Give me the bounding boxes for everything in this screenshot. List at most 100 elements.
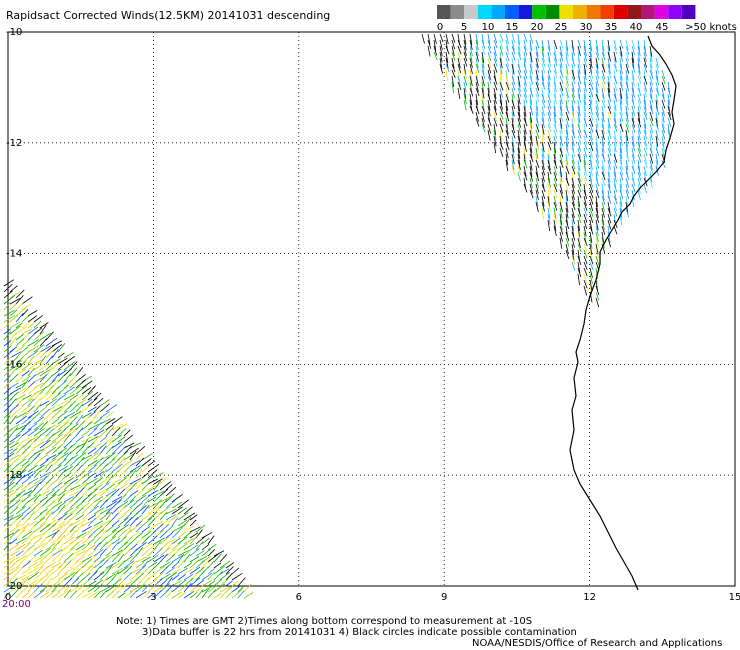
wind-barb (135, 452, 143, 461)
wind-barb (541, 39, 545, 51)
wind-barb (75, 403, 84, 413)
wind-barb (141, 560, 149, 569)
wind-barb (51, 433, 64, 443)
wind-barb (3, 572, 12, 581)
wind-barb (99, 511, 111, 521)
wind-barb (123, 537, 133, 545)
wind-barb (481, 69, 486, 79)
wind-barb (141, 517, 153, 527)
wind-barb (69, 379, 79, 389)
wind-barb (649, 87, 653, 99)
wind-barb (607, 63, 611, 74)
wind-barb (159, 547, 171, 557)
wind-barb (643, 99, 647, 111)
wind-barb (207, 535, 215, 545)
wind-barb (589, 141, 594, 152)
wind-barb (541, 69, 544, 82)
wind-barb (21, 308, 29, 317)
wind-barb (93, 397, 104, 407)
wind-barb (613, 129, 617, 141)
wind-barb (159, 481, 172, 491)
lon-label: 9 (441, 592, 447, 603)
legend-swatch (559, 5, 573, 19)
wind-barb (15, 550, 24, 557)
wind-barb (655, 129, 659, 141)
wind-barb (469, 45, 473, 56)
wind-barb (649, 105, 654, 115)
wind-barb (3, 397, 13, 407)
wind-barb (147, 478, 158, 485)
wind-barb (183, 573, 194, 581)
wind-barb (117, 494, 127, 503)
wind-barb (583, 219, 588, 230)
wind-barb (511, 111, 515, 123)
wind-barb (111, 578, 122, 587)
wind-barb (9, 442, 20, 449)
wind-barb (649, 81, 653, 92)
wind-barb (111, 454, 119, 461)
wind-barb (631, 69, 635, 81)
wind-barb (451, 39, 456, 50)
wind-barb (577, 219, 580, 232)
wind-barb (15, 424, 27, 431)
wind-barb (577, 105, 581, 117)
wind-barb (27, 381, 35, 389)
wind-barb (39, 542, 48, 551)
wind-barb (81, 493, 92, 503)
wind-barb (51, 573, 60, 581)
wind-barb (135, 536, 144, 545)
wind-barb (571, 243, 575, 255)
wind-barb (15, 529, 26, 539)
wind-barb (523, 171, 528, 181)
wind-barb (15, 458, 26, 467)
wind-barb (529, 165, 533, 177)
wind-barb (147, 544, 157, 551)
wind-barb (601, 219, 605, 231)
wind-barb (661, 69, 666, 80)
wind-barb (189, 532, 199, 539)
wind-barb (171, 574, 180, 581)
wind-barb (225, 590, 234, 599)
wind-barb (69, 416, 78, 425)
wind-barb (81, 470, 93, 479)
lat-label: -14 (6, 249, 22, 260)
wind-barb (105, 550, 113, 557)
wind-barb (153, 529, 165, 539)
wind-barb (661, 105, 665, 116)
wind-barb (141, 513, 152, 521)
wind-barb (177, 591, 187, 599)
wind-barb (487, 33, 491, 45)
wind-barb (165, 531, 174, 539)
wind-barb (487, 81, 490, 94)
wind-barb (93, 525, 103, 533)
wind-barb (601, 213, 605, 226)
wind-barb (21, 476, 32, 485)
wind-barb (21, 567, 31, 575)
wind-barb (649, 57, 653, 69)
wind-barb (123, 493, 134, 503)
wind-barb (51, 525, 63, 533)
wind-barb (141, 583, 150, 593)
wind-barb (111, 434, 122, 443)
wind-barb (33, 561, 44, 569)
wind-barb (177, 579, 187, 587)
wind-barb (649, 147, 654, 157)
wind-barb (117, 584, 127, 593)
wind-barb (9, 332, 17, 341)
wind-barb (51, 429, 62, 437)
wind-barb (589, 111, 594, 121)
wind-barb (493, 75, 498, 85)
wind-barb (613, 201, 618, 212)
wind-barb (63, 404, 73, 413)
wind-barb (535, 63, 540, 73)
wind-barb (541, 201, 545, 212)
wind-barb (613, 57, 617, 69)
wind-barb (655, 105, 660, 115)
wind-barb (147, 502, 159, 509)
wind-barb (607, 231, 611, 243)
wind-barb (649, 69, 654, 79)
wind-barb (601, 69, 606, 80)
wind-barb (15, 295, 24, 305)
wind-barb (147, 460, 156, 467)
wind-barb (577, 171, 581, 182)
